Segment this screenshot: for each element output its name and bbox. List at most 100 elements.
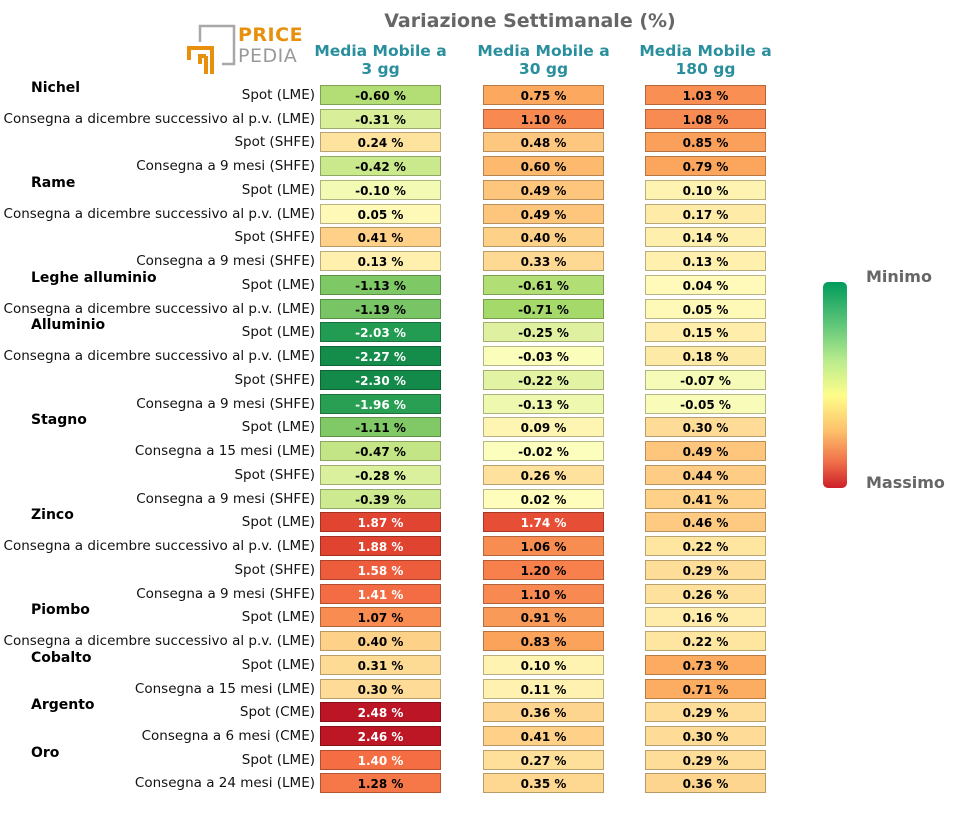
heatmap-cell: 0.26 % bbox=[483, 464, 604, 485]
group-label: Nichel bbox=[31, 80, 81, 96]
heatmap-cell: 0.46 % bbox=[645, 512, 766, 533]
heatmap-cell: 1.07 % bbox=[320, 607, 441, 628]
heatmap-cell: 1.10 % bbox=[483, 583, 604, 604]
heatmap-cell: 0.49 % bbox=[483, 179, 604, 200]
row-label: Spot (SHFE) bbox=[234, 561, 315, 578]
heatmap-cell: 0.49 % bbox=[483, 203, 604, 224]
heatmap-cell: -0.10 % bbox=[320, 179, 441, 200]
heatmap-cell: 0.41 % bbox=[645, 488, 766, 509]
heatmap-cell: 0.11 % bbox=[483, 678, 604, 699]
heatmap-cell: -2.03 % bbox=[320, 322, 441, 343]
group-label: Stagno bbox=[31, 412, 87, 429]
group-label: Rame bbox=[31, 174, 76, 191]
heatmap-cell: -0.71 % bbox=[483, 298, 604, 319]
heatmap-cell: 1.41 % bbox=[320, 583, 441, 604]
column-header-2: Media Mobile a 30 gg bbox=[477, 42, 610, 78]
heatmap-cell: 1.20 % bbox=[483, 559, 604, 580]
heatmap-cell: -0.61 % bbox=[483, 274, 604, 295]
color-scale-bar bbox=[823, 282, 847, 488]
heatmap-cell: -2.27 % bbox=[320, 346, 441, 367]
row-label: Spot (LME) bbox=[241, 609, 315, 626]
heatmap-cell: 1.03 % bbox=[645, 85, 766, 105]
heatmap-cell: 0.16 % bbox=[645, 607, 766, 628]
heatmap-cell: 0.75 % bbox=[483, 85, 604, 105]
heatmap-cell: -0.39 % bbox=[320, 488, 441, 509]
heatmap-cell: 0.71 % bbox=[645, 678, 766, 699]
row-label: Spot (SHFE) bbox=[234, 371, 315, 388]
heatmap-cell: -1.13 % bbox=[320, 274, 441, 295]
group-label: Zinco bbox=[31, 507, 74, 524]
row-label: Consegna a 15 mesi (LME) bbox=[134, 680, 315, 697]
heatmap-cell: 0.29 % bbox=[645, 702, 766, 723]
row-label: Consegna a dicembre successivo al p.v. (… bbox=[3, 205, 315, 222]
heatmap-cell: 0.35 % bbox=[483, 773, 604, 794]
row-label: Consegna a 9 mesi (SHFE) bbox=[136, 158, 315, 175]
heatmap-cell: 0.83 % bbox=[483, 631, 604, 652]
heatmap-cell: 1.88 % bbox=[320, 536, 441, 557]
row-label: Spot (LME) bbox=[241, 751, 315, 768]
heatmap-cell: 0.15 % bbox=[645, 322, 766, 343]
row-label: Spot (CME) bbox=[239, 704, 315, 721]
group-label: Argento bbox=[31, 697, 95, 714]
chart-title: Variazione Settimanale (%) bbox=[384, 10, 676, 32]
heatmap-cell: 1.10 % bbox=[483, 108, 604, 129]
heatmap-cell: 0.73 % bbox=[645, 654, 766, 675]
row-label: Consegna a 24 mesi (LME) bbox=[134, 775, 315, 792]
heatmap-cell: 0.29 % bbox=[645, 559, 766, 580]
heatmap-cell: 0.02 % bbox=[483, 488, 604, 509]
row-label: Spot (LME) bbox=[241, 419, 315, 436]
legend-max-label: Massimo bbox=[866, 473, 945, 492]
heatmap-cell: 0.17 % bbox=[645, 203, 766, 224]
heatmap-cell: 0.14 % bbox=[645, 227, 766, 248]
row-label: Spot (SHFE) bbox=[234, 466, 315, 483]
heatmap-cell: -1.11 % bbox=[320, 417, 441, 438]
column-header-3: Media Mobile a 180 gg bbox=[639, 42, 772, 78]
row-label: Spot (SHFE) bbox=[234, 134, 315, 151]
heatmap-cell: 0.13 % bbox=[645, 251, 766, 272]
heatmap-cell: 0.36 % bbox=[483, 702, 604, 723]
heatmap-cell: 1.58 % bbox=[320, 559, 441, 580]
heatmap-cell: 0.29 % bbox=[645, 749, 766, 770]
row-label: Spot (SHFE) bbox=[234, 229, 315, 246]
group-label: Leghe alluminio bbox=[31, 269, 157, 286]
heatmap-cell: 0.91 % bbox=[483, 607, 604, 628]
row-label: Spot (LME) bbox=[241, 181, 315, 198]
heatmap-cell: -1.19 % bbox=[320, 298, 441, 319]
heatmap-cell: 0.04 % bbox=[645, 274, 766, 295]
heatmap-cell: -0.13 % bbox=[483, 393, 604, 414]
row-label: Consegna a dicembre successivo al p.v. (… bbox=[3, 348, 315, 365]
row-label: Consegna a 6 mesi (CME) bbox=[141, 727, 315, 744]
row-label: Consegna a dicembre successivo al p.v. (… bbox=[3, 633, 315, 650]
heatmap-cell: 2.46 % bbox=[320, 725, 441, 746]
heatmap-cell: -0.05 % bbox=[645, 393, 766, 414]
legend-min-label: Minimo bbox=[866, 267, 932, 286]
row-label: Spot (LME) bbox=[241, 324, 315, 341]
heatmap-cell: 0.13 % bbox=[320, 251, 441, 272]
heatmap-cell: 0.33 % bbox=[483, 251, 604, 272]
heatmap-cell: 0.30 % bbox=[320, 678, 441, 699]
row-label: Consegna a dicembre successivo al p.v. (… bbox=[3, 110, 315, 127]
heatmap-cell: 0.31 % bbox=[320, 654, 441, 675]
heatmap-cell: 1.40 % bbox=[320, 749, 441, 770]
heatmap-cell: 0.09 % bbox=[483, 417, 604, 438]
row-label: Spot (LME) bbox=[241, 87, 315, 103]
heatmap-cell: 1.87 % bbox=[320, 512, 441, 533]
row-label: Consegna a dicembre successivo al p.v. (… bbox=[3, 300, 315, 317]
heatmap-cell: 0.18 % bbox=[645, 346, 766, 367]
row-label: Consegna a dicembre successivo al p.v. (… bbox=[3, 538, 315, 555]
group-label: Piombo bbox=[31, 602, 90, 619]
heatmap-cell: 0.26 % bbox=[645, 583, 766, 604]
logo-text-pedia: PEDIA bbox=[238, 45, 298, 67]
heatmap-cell: 0.85 % bbox=[645, 132, 766, 153]
heatmap-cell: 0.30 % bbox=[645, 417, 766, 438]
row-label: Spot (LME) bbox=[241, 656, 315, 673]
pricepedia-logo: PRICE PEDIA bbox=[186, 24, 306, 78]
heatmap-cell: -0.31 % bbox=[320, 108, 441, 129]
heatmap-cell: 1.06 % bbox=[483, 536, 604, 557]
heatmap-cell: 0.05 % bbox=[320, 203, 441, 224]
group-label: Oro bbox=[31, 744, 60, 761]
heatmap-cell: 0.41 % bbox=[320, 227, 441, 248]
heatmap-cell: -0.42 % bbox=[320, 156, 441, 177]
group-label: Cobalto bbox=[31, 649, 92, 666]
row-label: Consegna a 9 mesi (SHFE) bbox=[136, 253, 315, 270]
